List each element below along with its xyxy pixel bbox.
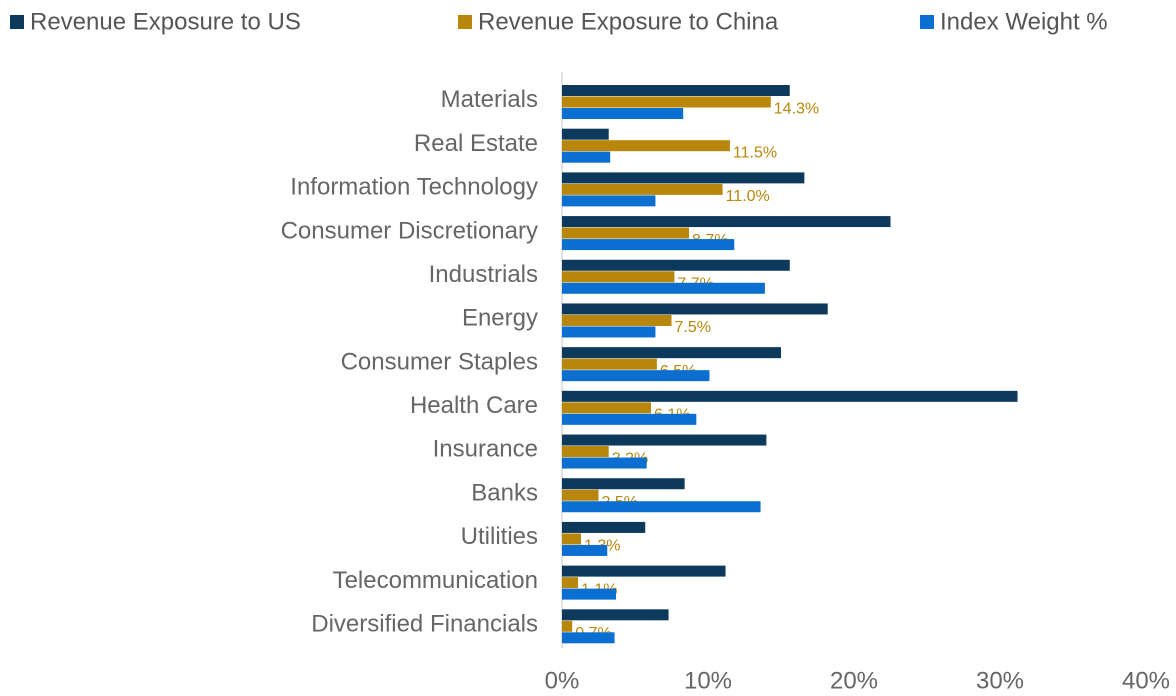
bar bbox=[562, 108, 684, 119]
bar bbox=[562, 227, 690, 239]
bar bbox=[562, 620, 573, 632]
category-label: Utilities bbox=[461, 523, 538, 550]
legend-label: Revenue Exposure to US bbox=[30, 8, 301, 35]
category-label: Information Technology bbox=[290, 174, 538, 201]
legend-swatch bbox=[920, 15, 934, 29]
x-tick-label: 20% bbox=[830, 667, 878, 691]
bar bbox=[562, 544, 608, 556]
x-tick-label: 40% bbox=[1122, 667, 1170, 691]
category-label: Energy bbox=[462, 305, 538, 332]
value-label: 7.5% bbox=[675, 319, 711, 336]
bar bbox=[562, 347, 781, 359]
bar bbox=[562, 413, 697, 425]
bar bbox=[562, 183, 723, 195]
value-label: 14.3% bbox=[774, 101, 819, 118]
bar bbox=[562, 501, 761, 513]
category-label: Diversified Financials bbox=[311, 610, 538, 637]
bar bbox=[562, 85, 790, 96]
legend-swatch bbox=[10, 15, 24, 29]
x-tick-label: 10% bbox=[684, 667, 732, 691]
category-label: Health Care bbox=[410, 392, 538, 419]
bar bbox=[562, 358, 657, 370]
bar bbox=[562, 259, 790, 271]
bar bbox=[562, 303, 828, 315]
category-label: Industrials bbox=[429, 261, 538, 288]
bar bbox=[562, 588, 617, 600]
bar bbox=[562, 326, 656, 338]
bar bbox=[562, 96, 771, 108]
bar bbox=[562, 172, 805, 184]
bar bbox=[562, 370, 710, 382]
legend-swatch bbox=[458, 15, 472, 29]
category-label: Materials bbox=[441, 86, 538, 113]
legend-label: Revenue Exposure to China bbox=[478, 8, 779, 35]
bar bbox=[562, 195, 656, 207]
category-label: Consumer Discretionary bbox=[281, 217, 538, 244]
bar bbox=[562, 521, 646, 533]
category-label: Real Estate bbox=[414, 130, 538, 157]
bar bbox=[562, 478, 685, 490]
bar bbox=[562, 565, 726, 577]
bar bbox=[562, 457, 647, 469]
bar bbox=[562, 239, 735, 251]
x-tick-label: 0% bbox=[545, 667, 580, 691]
value-label: 11.5% bbox=[733, 144, 777, 161]
bar bbox=[562, 390, 1018, 402]
category-label: Insurance bbox=[433, 436, 538, 463]
bar bbox=[562, 140, 730, 152]
category-label: Telecommunication bbox=[333, 567, 538, 594]
category-label: Banks bbox=[471, 479, 538, 506]
bar bbox=[562, 128, 609, 140]
bar bbox=[562, 489, 599, 501]
bar bbox=[562, 632, 615, 644]
bar bbox=[562, 402, 652, 414]
bar bbox=[562, 282, 765, 294]
bar bbox=[562, 577, 579, 589]
category-label: Consumer Staples bbox=[341, 348, 538, 375]
x-tick-label: 30% bbox=[976, 667, 1024, 691]
legend-label: Index Weight % bbox=[940, 8, 1108, 35]
bar bbox=[562, 434, 767, 446]
bar bbox=[562, 151, 611, 163]
value-label: 11.0% bbox=[726, 188, 770, 205]
bar bbox=[562, 271, 675, 283]
bar bbox=[562, 609, 669, 621]
bar bbox=[562, 216, 891, 228]
bar bbox=[562, 446, 609, 458]
bar bbox=[562, 314, 672, 326]
bar bbox=[562, 533, 581, 545]
